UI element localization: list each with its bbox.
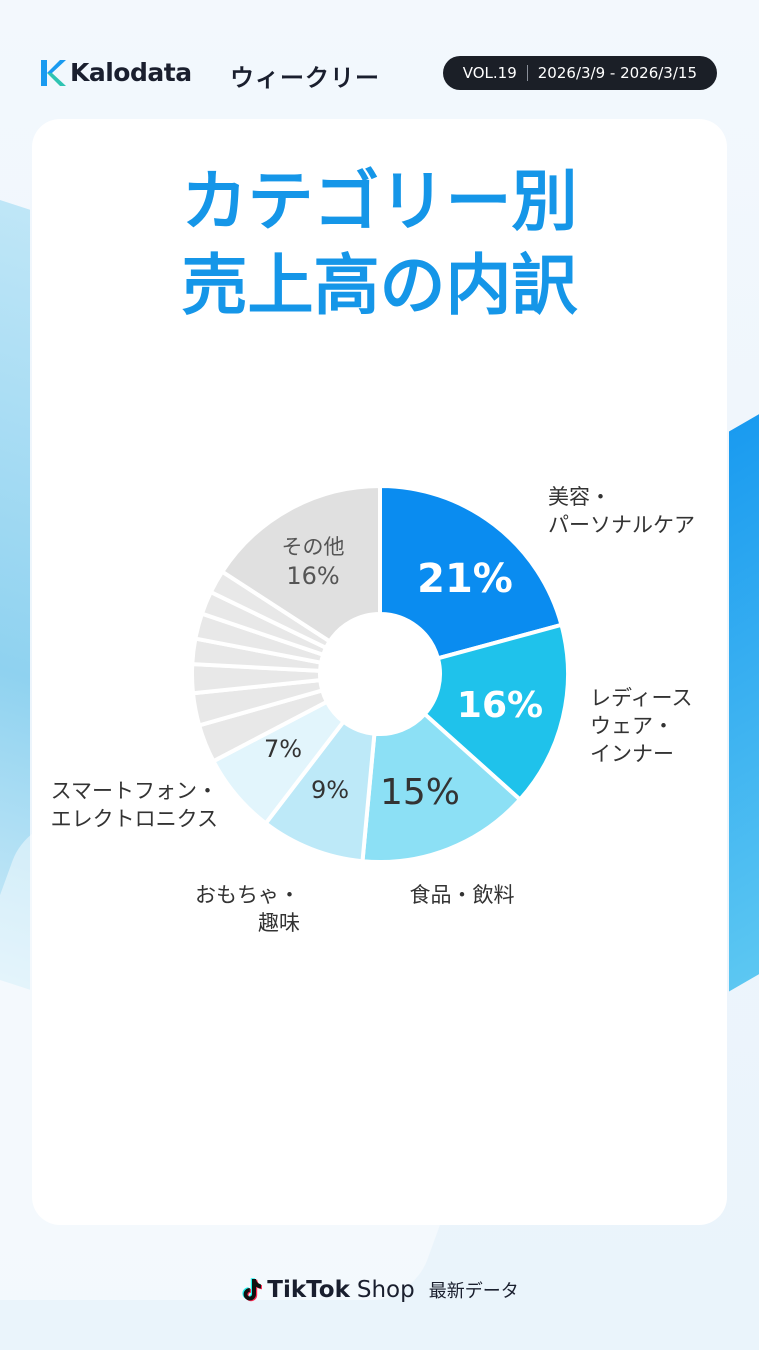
slice-category-label: インナー (590, 742, 674, 766)
content-card (32, 119, 727, 1225)
title-line-1: カテゴリー別 (181, 163, 578, 240)
page-title: カテゴリー別 売上高の内訳 (0, 160, 759, 328)
slice-category-label: スマートフォン・ (51, 779, 218, 803)
pie-slice (219, 483, 382, 645)
slice-category-label: 趣味 (258, 911, 300, 935)
slice-category-label: 食品・飲料 (410, 883, 515, 907)
slice-category-label: レディース (590, 686, 692, 710)
pie-slice (421, 622, 570, 803)
slice-category-label: エレクトロニクス (51, 807, 218, 831)
tiktok-shop-label: Shop (356, 1277, 415, 1303)
slice-category-label: パーソナルケア (548, 513, 695, 537)
brand-logo: Kalodata (40, 58, 192, 87)
slice-value-label: 16% (286, 562, 339, 590)
brand-name: Kalodata (70, 58, 192, 87)
slice-value-label: 16% (457, 685, 543, 726)
title-line-2: 売上高の内訳 (181, 247, 578, 324)
slice-value-label: 15% (380, 772, 460, 813)
tiktok-note-icon (242, 1278, 263, 1302)
series-title: ウィークリー (230, 64, 380, 92)
footer: TikTok Shop 最新データ (0, 1272, 759, 1308)
tiktok-brand: TikTok (267, 1277, 350, 1303)
pie-slice (360, 711, 523, 864)
slice-value-label: 9% (311, 776, 349, 804)
kalodata-logo-icon (41, 59, 66, 86)
footer-subtitle: 最新データ (428, 1281, 519, 1302)
header: Kalodata ウィークリー VOL.19 2026/3/9 - 2026/3… (40, 56, 719, 92)
slice-value-label: 7% (264, 735, 302, 763)
pie-slice (378, 483, 564, 661)
volume-label: VOL.19 (462, 64, 517, 82)
slice-category-label: ウェア・ (590, 714, 674, 738)
badge-divider (526, 65, 528, 81)
slice-category-label: 美容・ (548, 485, 611, 509)
slice-value-label: 21% (417, 556, 513, 602)
issue-badge: VOL.19 2026/3/9 - 2026/3/15 (442, 56, 717, 90)
slice-category-label: おもちゃ・ (195, 883, 300, 907)
date-range: 2026/3/9 - 2026/3/15 (537, 64, 697, 82)
slice-category-label: その他 (282, 535, 345, 559)
